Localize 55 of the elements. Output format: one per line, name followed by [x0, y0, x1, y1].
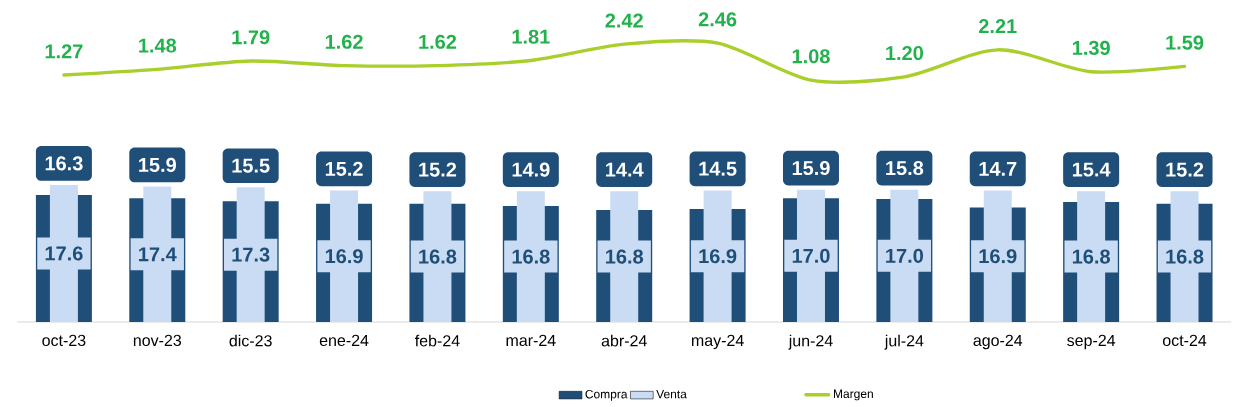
legend-label: Margen: [833, 389, 873, 401]
x-tick-label: sep-24: [1067, 334, 1116, 350]
data-label: 15.9: [792, 160, 830, 176]
data-label: 16.9: [699, 249, 737, 264]
data-label: 2.21: [978, 19, 1017, 34]
x-tick-label: oct-23: [42, 334, 86, 347]
data-label: 16.8: [1072, 249, 1110, 264]
data-label: 15.9: [139, 157, 176, 173]
data-label: 14.7: [979, 161, 1017, 176]
data-label: 2.42: [605, 13, 643, 28]
data-label: 1.62: [325, 34, 363, 49]
data-label: 15.2: [325, 161, 363, 176]
x-tick-label: ago-24: [973, 334, 1023, 350]
data-label: 16.8: [606, 249, 644, 264]
data-label: 17.6: [45, 246, 83, 261]
x-tick-label: jun-24: [788, 334, 833, 350]
x-tick-label: nov-23: [133, 334, 182, 347]
data-label: 17.0: [886, 248, 923, 263]
data-label: 16.9: [325, 249, 363, 264]
data-label: 15.5: [232, 158, 270, 173]
x-tick-label: may-24: [691, 334, 744, 350]
data-label: 14.9: [512, 162, 550, 177]
data-label: 15.4: [1072, 162, 1111, 177]
data-label: 2.46: [698, 12, 737, 27]
data-label: 1.62: [419, 34, 457, 49]
x-tick-label: oct-24: [1162, 334, 1207, 347]
data-label: 16.3: [45, 156, 83, 171]
x-tick-label: dic-23: [229, 334, 272, 347]
data-label: 14.5: [699, 161, 737, 176]
data-label: 1.48: [139, 38, 177, 53]
data-label: 16.8: [512, 249, 550, 264]
x-tick-label: ene-24: [319, 334, 369, 347]
x-tick-label: jul-24: [884, 334, 924, 350]
data-label: 1.79: [232, 30, 270, 45]
data-label: 15.2: [419, 162, 457, 177]
data-label: 1.81: [512, 29, 550, 44]
data-label: 1.20: [886, 45, 923, 61]
data-label: 17.0: [792, 248, 830, 263]
legend-label: Venta: [656, 389, 687, 399]
data-label: 1.27: [45, 44, 83, 59]
x-tick-label: feb-24: [414, 334, 460, 347]
x-tick-label: mar-24: [506, 334, 556, 347]
data-label: 15.8: [886, 160, 924, 176]
x-tick-label: abr-24: [601, 334, 647, 347]
data-label: 1.39: [1072, 40, 1110, 56]
data-label: 15.2: [1166, 162, 1204, 177]
data-label: 16.8: [1166, 249, 1204, 264]
data-label: 1.08: [792, 49, 830, 64]
data-label: 1.59: [1166, 35, 1204, 50]
data-label: 17.4: [139, 247, 177, 262]
data-label: 16.8: [419, 249, 457, 264]
legend-label: Compra: [585, 389, 628, 401]
data-label: 17.3: [232, 247, 270, 262]
data-label: 14.4: [606, 162, 644, 177]
data-label: 16.9: [979, 249, 1017, 264]
